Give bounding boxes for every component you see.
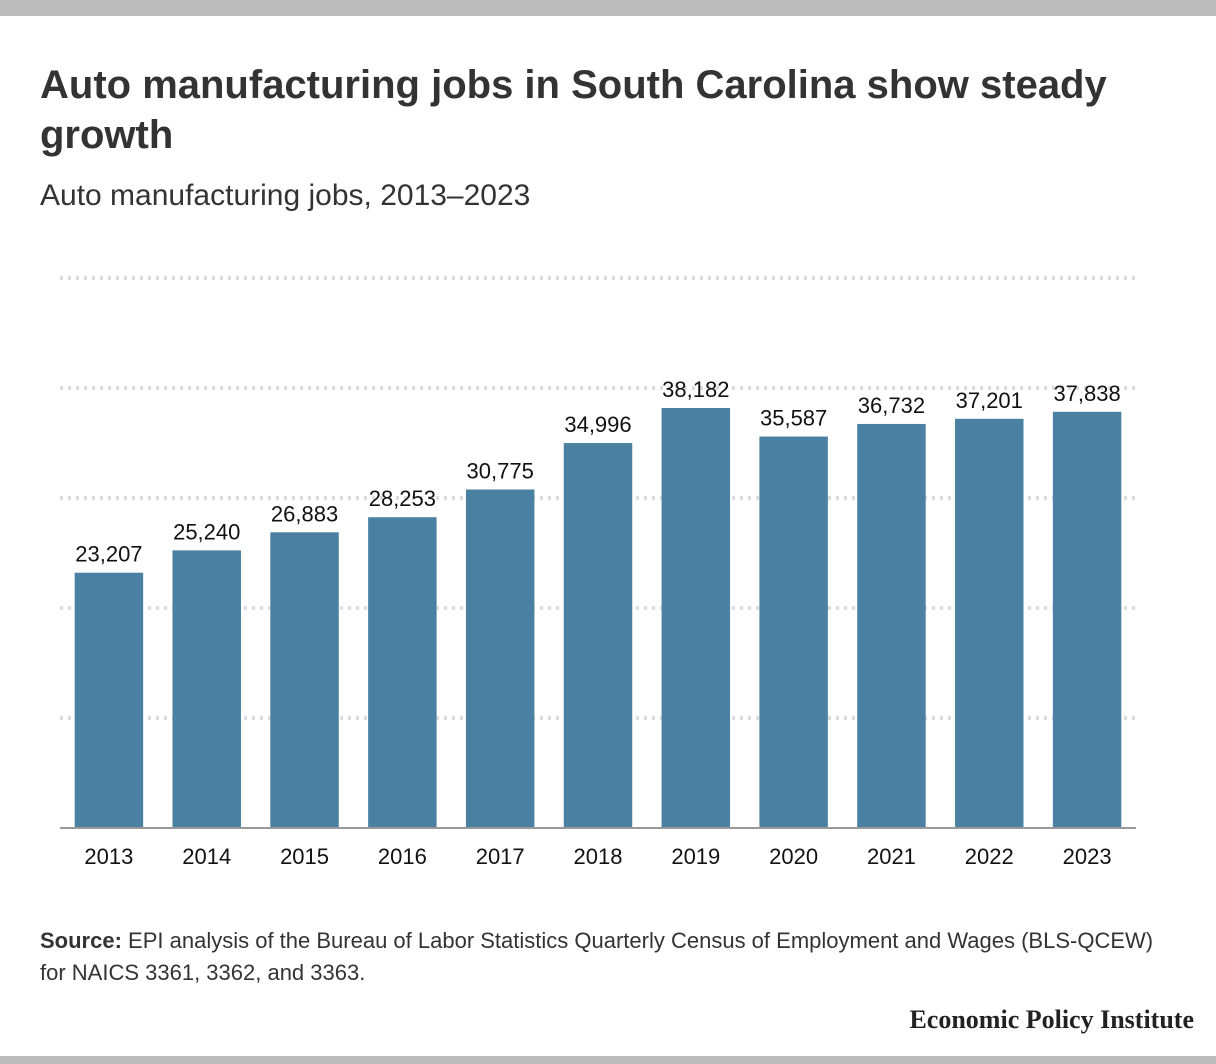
data-label: 34,996 <box>564 412 631 437</box>
data-label: 23,207 <box>75 542 142 567</box>
bar-2022 <box>955 418 1024 828</box>
data-label: 28,253 <box>369 486 436 511</box>
data-label: 30,775 <box>467 458 534 483</box>
x-tick-label: 2015 <box>280 844 329 869</box>
bar-chart: 23,207 25,240 26,883 28,253 30,775 34,996 38,1… <box>60 276 1136 869</box>
bar-2023 <box>1052 411 1122 828</box>
top-border <box>0 0 1216 16</box>
data-label: 36,732 <box>858 393 925 418</box>
chart-title: Auto manufacturing jobs in South Carolin… <box>40 63 1107 157</box>
x-axis-ticks: 2013 2014 2015 2016 2017 2018 2019 2020 2021 2022… <box>84 844 1111 869</box>
source-label: Source: <box>40 928 122 953</box>
bar-2018 <box>563 443 633 828</box>
x-tick-label: 2017 <box>476 844 525 869</box>
data-label: 38,182 <box>662 377 729 402</box>
x-tick-label: 2023 <box>1063 844 1112 869</box>
bar-2021 <box>857 423 926 828</box>
bar-2016 <box>368 517 437 828</box>
data-labels: 23,207 25,240 26,883 28,253 30,775 34,996 38,1… <box>75 377 1120 567</box>
bar-2017 <box>465 489 535 828</box>
data-label: 26,883 <box>271 501 338 526</box>
source-text: EPI analysis of the Bureau of Labor Stat… <box>40 928 1154 985</box>
x-tick-label: 2018 <box>574 844 623 869</box>
x-tick-label: 2020 <box>769 844 818 869</box>
data-label: 25,240 <box>173 519 240 544</box>
data-label: 37,838 <box>1053 381 1120 406</box>
chart-subtitle: Auto manufacturing jobs, 2013–2023 <box>40 179 531 212</box>
bar-2014 <box>172 550 241 828</box>
x-tick-label: 2016 <box>378 844 427 869</box>
x-tick-label: 2022 <box>965 844 1014 869</box>
x-tick-label: 2019 <box>671 844 720 869</box>
source-note: Source: EPI analysis of the Bureau of La… <box>40 925 1180 989</box>
data-label: 35,587 <box>760 406 827 431</box>
publisher-logo: Economic Policy Institute <box>909 1005 1194 1034</box>
x-tick-label: 2021 <box>867 844 916 869</box>
x-tick-label: 2014 <box>182 844 231 869</box>
bars <box>74 407 1122 828</box>
data-label: 37,201 <box>956 388 1023 413</box>
bar-2019 <box>661 407 731 828</box>
bar-2020 <box>759 436 828 828</box>
bar-2015 <box>270 532 339 828</box>
bar-2013 <box>74 572 144 828</box>
bottom-border <box>0 1056 1216 1064</box>
x-tick-label: 2013 <box>84 844 133 869</box>
